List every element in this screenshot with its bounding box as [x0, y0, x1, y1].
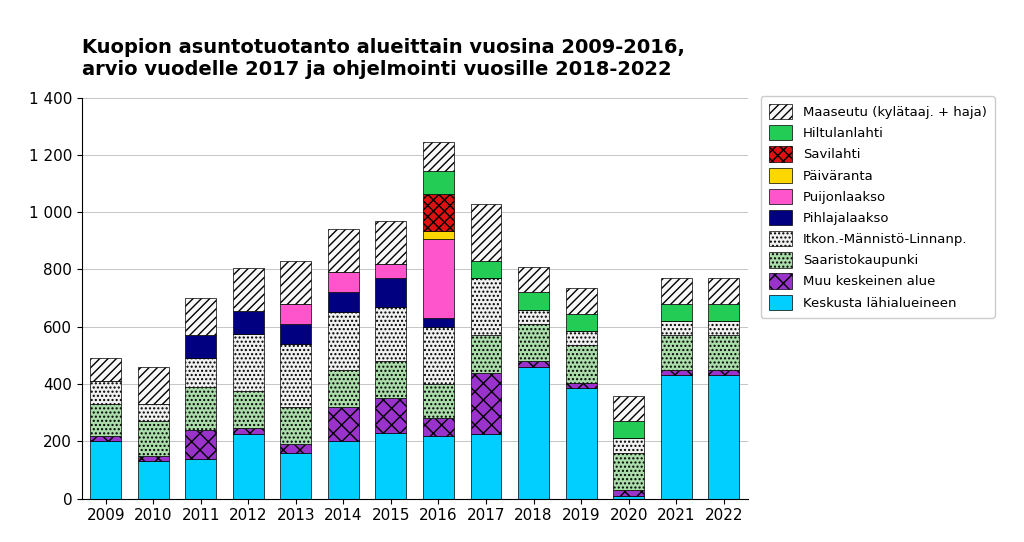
Bar	[376, 307, 407, 361]
Bar	[90, 404, 121, 436]
Bar	[376, 398, 407, 433]
Bar	[660, 376, 691, 499]
Bar	[709, 370, 739, 376]
Bar	[565, 383, 597, 388]
Bar	[423, 171, 454, 193]
Bar	[613, 438, 644, 453]
Bar	[281, 407, 311, 444]
Bar	[232, 429, 264, 434]
Bar	[281, 304, 311, 324]
Bar	[709, 335, 739, 370]
Legend: Maaseutu (kylätaaj. + haja), Hiltulanlahti, Savilahti, Päiväranta, Puijonlaakso,: Maaseutu (kylätaaj. + haja), Hiltulanlah…	[761, 96, 994, 318]
Bar	[613, 421, 644, 438]
Bar	[471, 372, 502, 434]
Bar	[185, 430, 216, 459]
Bar	[423, 240, 454, 318]
Bar	[90, 358, 121, 381]
Bar	[613, 496, 644, 499]
Bar	[423, 231, 454, 240]
Bar	[328, 441, 358, 499]
Bar	[138, 421, 169, 456]
Bar	[376, 264, 407, 278]
Bar	[281, 444, 311, 453]
Bar	[281, 344, 311, 407]
Bar	[90, 441, 121, 499]
Bar	[281, 453, 311, 499]
Bar	[660, 304, 691, 321]
Bar	[376, 361, 407, 398]
Bar	[660, 321, 691, 335]
Bar	[709, 376, 739, 499]
Bar	[660, 335, 691, 370]
Bar	[709, 278, 739, 304]
Bar	[232, 311, 264, 334]
Bar	[423, 436, 454, 499]
Bar	[660, 278, 691, 304]
Bar	[423, 142, 454, 171]
Bar	[138, 367, 169, 404]
Bar	[328, 370, 358, 407]
Bar	[232, 391, 264, 428]
Bar	[328, 292, 358, 312]
Bar	[328, 312, 358, 370]
Bar	[185, 298, 216, 335]
Bar	[565, 388, 597, 499]
Bar	[185, 358, 216, 387]
Text: Kuopion asuntotuotanto alueittain vuosina 2009-2016,
arvio vuodelle 2017 ja ohje: Kuopion asuntotuotanto alueittain vuosin…	[82, 38, 685, 79]
Bar	[471, 278, 502, 335]
Bar	[518, 267, 549, 292]
Bar	[709, 321, 739, 335]
Bar	[423, 384, 454, 418]
Bar	[90, 436, 121, 441]
Bar	[423, 318, 454, 327]
Bar	[423, 193, 454, 231]
Bar	[565, 314, 597, 331]
Bar	[328, 407, 358, 441]
Bar	[565, 331, 597, 345]
Bar	[471, 261, 502, 278]
Bar	[518, 292, 549, 309]
Bar	[138, 461, 169, 499]
Bar	[423, 327, 454, 384]
Bar	[138, 456, 169, 461]
Bar	[660, 370, 691, 376]
Bar	[709, 304, 739, 321]
Bar	[518, 361, 549, 367]
Bar	[613, 396, 644, 421]
Bar	[613, 453, 644, 490]
Bar	[565, 345, 597, 383]
Bar	[471, 335, 502, 372]
Bar	[232, 334, 264, 391]
Bar	[518, 309, 549, 324]
Bar	[376, 278, 407, 307]
Bar	[138, 404, 169, 421]
Bar	[232, 434, 264, 499]
Bar	[328, 272, 358, 292]
Bar	[232, 268, 264, 311]
Bar	[328, 229, 358, 272]
Bar	[471, 204, 502, 261]
Bar	[185, 459, 216, 499]
Bar	[281, 261, 311, 304]
Bar	[471, 434, 502, 499]
Bar	[376, 221, 407, 264]
Bar	[565, 288, 597, 314]
Bar	[281, 324, 311, 344]
Bar	[185, 387, 216, 430]
Bar	[613, 490, 644, 496]
Bar	[90, 381, 121, 404]
Bar	[185, 335, 216, 358]
Bar	[376, 433, 407, 499]
Bar	[518, 367, 549, 499]
Bar	[423, 418, 454, 436]
Bar	[518, 324, 549, 361]
